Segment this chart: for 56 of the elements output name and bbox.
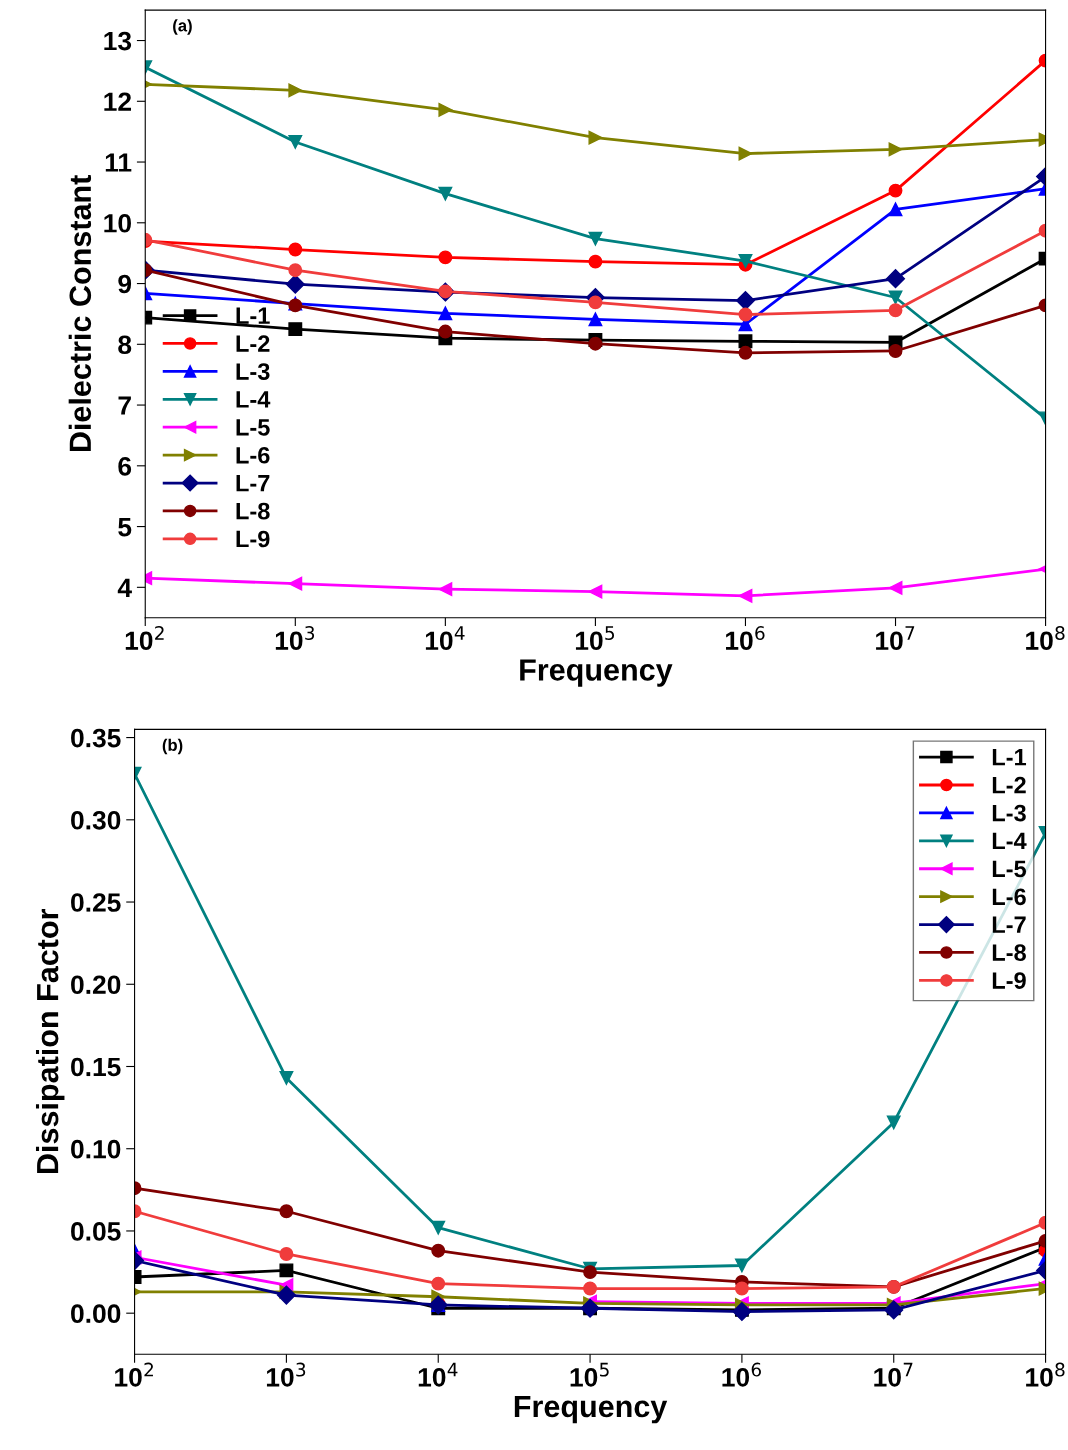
y-tick-label: 10 — [104, 213, 131, 233]
y-tick-label: 9 — [118, 274, 132, 294]
y-axis-title: Dissipation Factor — [35, 909, 65, 1174]
y-tick-label: 11 — [105, 153, 132, 172]
legend-label: L-5 — [236, 419, 270, 436]
y-tick-label: 0.25 — [71, 893, 121, 912]
x-tick-label: 10$^{5}$ — [575, 626, 615, 651]
annotation: (b) — [162, 738, 183, 755]
x-tick-label: 10$^{6}$ — [722, 1362, 761, 1387]
x-tick-label: 10$^{6}$ — [726, 626, 765, 651]
legend-label: L-6 — [992, 888, 1026, 906]
annotation: (a) — [173, 19, 192, 35]
legend-label: L-8 — [236, 502, 270, 520]
y-tick-label: 0.30 — [71, 810, 121, 830]
y-tick-label: 0.35 — [71, 728, 121, 748]
x-tick-label: 10$^{4}$ — [418, 1362, 458, 1387]
legend-label: L-1 — [236, 307, 270, 324]
legend-label: L-4 — [236, 391, 271, 408]
x-tick-label: 10$^{7}$ — [874, 1362, 913, 1387]
legend-label: L-4 — [992, 832, 1027, 850]
x-tick-label: 10$^{8}$ — [1026, 1362, 1065, 1387]
y-tick-label: 12 — [104, 92, 131, 111]
y-tick-label: 8 — [118, 335, 132, 355]
y-tick-label: 0.20 — [71, 975, 121, 995]
x-tick-label: 10$^{3}$ — [275, 626, 315, 651]
legend-label: L-7 — [236, 475, 270, 492]
x-axis-title: Frequency — [514, 1395, 668, 1424]
legend-label: L-5 — [992, 860, 1027, 878]
y-tick-label: 0.05 — [71, 1222, 121, 1241]
x-tick-label: 10$^{4}$ — [425, 626, 465, 651]
y-tick-label: 4 — [117, 578, 132, 597]
x-tick-label: 10$^{2}$ — [115, 1362, 153, 1387]
legend-label: L-3 — [236, 363, 270, 380]
legend-label: L-7 — [992, 916, 1026, 933]
legend-label: L-8 — [992, 944, 1026, 961]
x-tick-label: 10$^{2}$ — [125, 626, 164, 651]
y-tick-label: 0.00 — [71, 1304, 121, 1324]
legend-label: L-9 — [236, 530, 270, 548]
x-tick-label: 10$^{3}$ — [266, 1362, 306, 1387]
y-tick-label: 13 — [104, 31, 132, 51]
legend-label: L-2 — [992, 776, 1026, 794]
y-tick-label: 7 — [118, 396, 131, 415]
y-tick-label: 0.15 — [71, 1057, 121, 1077]
y-tick-label: 5 — [118, 517, 132, 537]
x-tick-label: 10$^{8}$ — [1026, 626, 1065, 651]
y-tick-label: 0.10 — [71, 1139, 121, 1159]
x-tick-label: 10$^{7}$ — [876, 626, 915, 651]
legend-label: L-6 — [236, 446, 270, 464]
y-axis-title: Dielectric Constant — [68, 175, 92, 452]
x-axis-title: Frequency — [520, 659, 673, 687]
legend-label: L-3 — [992, 804, 1026, 822]
x-tick-label: 10$^{5}$ — [570, 1362, 609, 1387]
y-tick-label: 6 — [118, 456, 132, 476]
legend-label: L-9 — [992, 972, 1026, 989]
legend-label: L-2 — [236, 335, 270, 352]
legend-label: L-1 — [992, 749, 1027, 766]
